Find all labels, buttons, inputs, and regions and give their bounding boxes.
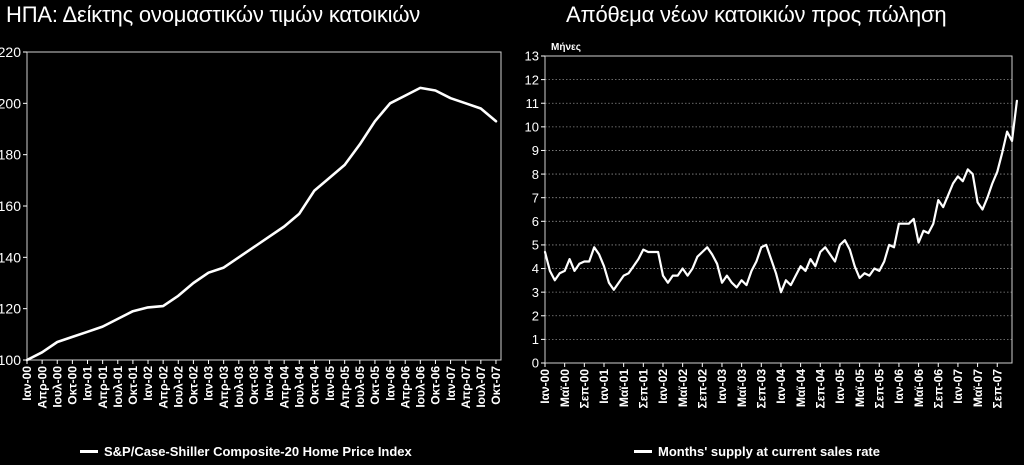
y-tick-label: 3 xyxy=(532,285,539,300)
x-tick-label: Ιουλ-05 xyxy=(353,366,367,408)
x-tick-label: Απρ-04 xyxy=(277,366,291,409)
y-tick-label: 6 xyxy=(532,214,539,229)
y-tick-label: 140 xyxy=(0,249,21,265)
x-tick-label: Σεπ-07 xyxy=(990,369,1004,409)
x-tick-label: Οκτ-06 xyxy=(429,366,443,405)
x-tick-label: Μαϊ-06 xyxy=(912,369,926,407)
x-tick-label: Μαϊ-02 xyxy=(676,369,690,407)
legend-label: Months' supply at current sales rate xyxy=(658,443,880,459)
y-tick-label: 5 xyxy=(532,238,539,253)
y-tick-label: 13 xyxy=(525,49,539,64)
y-tick-label: 0 xyxy=(532,356,539,371)
y-tick-label: 1 xyxy=(532,332,539,347)
legend-line-swatch xyxy=(80,449,98,453)
plot-area-frame xyxy=(544,55,1013,364)
x-tick-label: Ιαν-04 xyxy=(774,369,788,404)
x-tick-label: Απρ-00 xyxy=(35,366,49,409)
x-tick-label: Σεπ-00 xyxy=(578,369,592,409)
x-tick-label: Μαϊ-01 xyxy=(617,369,631,407)
x-tick-label: Μαϊ-04 xyxy=(794,369,808,407)
x-tick-label: Οκτ-02 xyxy=(187,366,201,405)
x-tick-label: Ιαν-00 xyxy=(538,369,552,404)
chart-title: ΗΠΑ: Δείκτης ονομαστικών τιμών κατοικιών xyxy=(6,2,421,27)
x-tick-label: Οκτ-05 xyxy=(368,366,382,405)
x-tick-label: Ιαν-06 xyxy=(892,369,906,404)
chart-panel-house-price-index: ΗΠΑ: Δείκτης ονομαστικών τιμών κατοικιών… xyxy=(0,0,510,465)
legend: S&P/Case-Shiller Composite-20 Home Price… xyxy=(80,440,412,462)
y-axis-unit-label: Μήνες xyxy=(551,42,581,53)
x-tick-label: Ιαν-04 xyxy=(262,366,276,401)
x-tick-label: Ιαν-02 xyxy=(656,369,670,404)
y-tick-label: 11 xyxy=(526,96,540,111)
x-tick-label: Ιαν-03 xyxy=(202,366,216,401)
y-tick-label: 8 xyxy=(532,167,539,182)
y-tick-label: 200 xyxy=(0,95,21,111)
price-index-chart: 100 120 140 160 180 200 220 Ιαν-00 Απρ-00 Ιουλ-00… xyxy=(0,44,503,409)
x-tick-label: Ιουλ-04 xyxy=(292,366,306,408)
x-tick-label: Ιουλ-03 xyxy=(232,366,246,408)
plot-area-frame xyxy=(26,51,502,361)
x-tick-label: Ιαν-01 xyxy=(597,369,611,404)
y-tick-label: 180 xyxy=(0,147,21,163)
x-tick-label: Σεπ-02 xyxy=(696,369,710,409)
series-line xyxy=(543,99,1018,294)
x-tick-label: Οκτ-00 xyxy=(66,366,80,405)
series-line xyxy=(25,86,498,362)
x-tick-label: Μαϊ-03 xyxy=(735,369,749,407)
y-tick-label: 120 xyxy=(0,301,21,317)
y-tick-label: 220 xyxy=(0,44,21,60)
x-tick-label: Οκτ-04 xyxy=(308,366,322,405)
x-tick-label: Μαϊ-05 xyxy=(853,369,867,407)
x-tick-label: Ιαν-00 xyxy=(20,366,34,401)
x-tick-label: Σεπ-03 xyxy=(754,369,768,409)
x-tick-label: Ιαν-06 xyxy=(383,366,397,401)
x-tick-label: Ιουλ-07 xyxy=(474,366,488,408)
legend: Months' supply at current sales rate xyxy=(634,440,880,462)
legend-label: S&P/Case-Shiller Composite-20 Home Price… xyxy=(104,443,412,459)
y-tick-label: 7 xyxy=(532,190,539,205)
y-tick-label: 100 xyxy=(0,352,21,368)
x-tick-label: Απρ-01 xyxy=(96,366,110,409)
x-tick-label: Σεπ-01 xyxy=(637,369,651,409)
x-tick-label: Ιαν-02 xyxy=(141,366,155,401)
x-tick-label: Οκτ-01 xyxy=(126,366,140,405)
x-tick-label: Ιουλ-01 xyxy=(111,366,125,408)
y-tick-label: 9 xyxy=(532,143,539,158)
x-tick-label: Οκτ-03 xyxy=(247,366,261,405)
x-tick-label: Απρ-06 xyxy=(398,366,412,409)
y-tick-label: 2 xyxy=(532,308,539,323)
x-tick-label: Ιουλ-00 xyxy=(50,366,64,408)
y-tick-label: 160 xyxy=(0,198,21,214)
x-tick-label: Ιαν-03 xyxy=(715,369,729,404)
chart-title: Απόθεμα νέων κατοικιών προς πώληση xyxy=(566,2,947,27)
x-tick-label: Μαϊ-00 xyxy=(558,369,572,407)
legend-line-swatch xyxy=(634,449,652,453)
y-tick-label: 10 xyxy=(525,120,539,135)
x-tick-label: Σεπ-05 xyxy=(872,369,886,409)
x-tick-label: Ιαν-05 xyxy=(323,366,337,401)
x-tick-label: Ιαν-07 xyxy=(951,369,965,404)
y-tick-label: 12 xyxy=(525,72,539,87)
x-tick-label: Ιαν-07 xyxy=(444,366,458,401)
x-tick-label: Απρ-07 xyxy=(459,366,473,409)
x-tick-label: Οκτ-07 xyxy=(489,366,503,405)
x-tick-label: Μαϊ-07 xyxy=(971,369,985,407)
x-tick-label: Απρ-03 xyxy=(217,366,231,409)
x-tick-label: Ιαν-05 xyxy=(833,369,847,404)
x-tick-label: Ιουλ-02 xyxy=(171,366,185,408)
x-tick-label: Απρ-02 xyxy=(156,366,170,409)
y-tick-label: 4 xyxy=(532,261,539,276)
x-tick-label: Ιαν-01 xyxy=(81,366,95,401)
x-tick-label: Απρ-05 xyxy=(338,366,352,409)
x-tick-label: Ιουλ-06 xyxy=(414,366,428,408)
x-tick-label: Σεπ-06 xyxy=(931,369,945,409)
x-tick-label: Σεπ-04 xyxy=(813,369,827,409)
